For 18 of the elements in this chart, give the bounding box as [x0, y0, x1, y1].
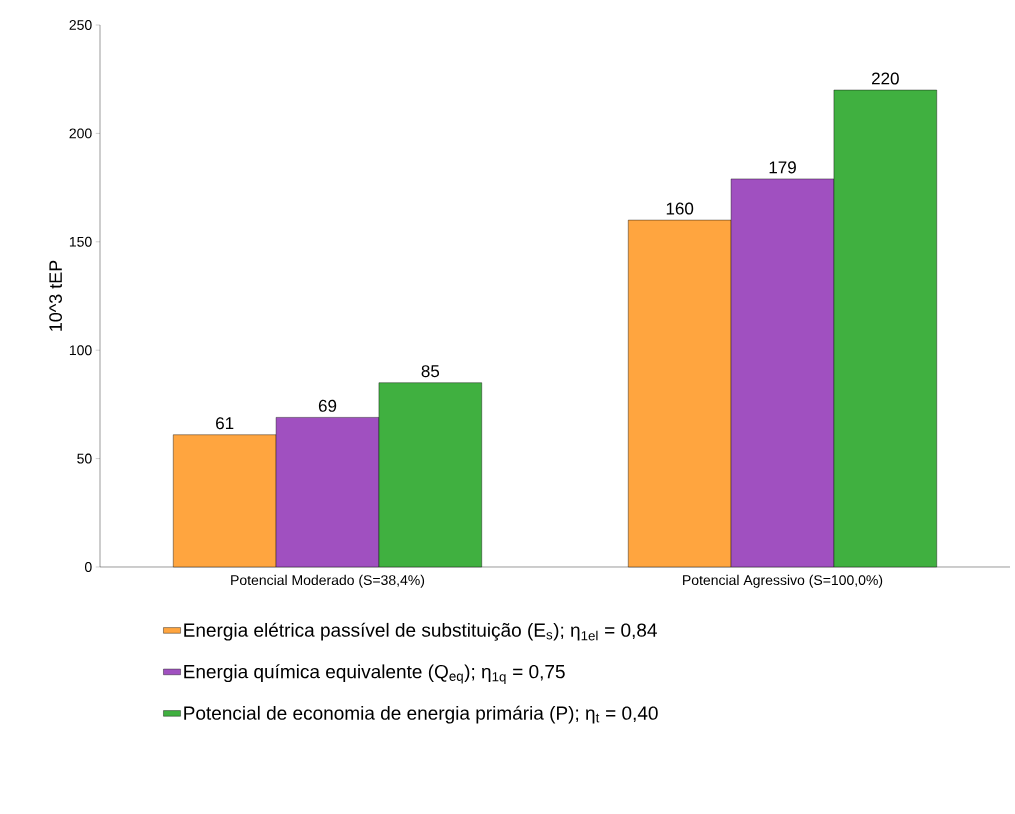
x-tick-label: Potencial Moderado (S=38,4%) — [231, 574, 425, 588]
y-tick-label: 0 — [84, 562, 92, 572]
y-tick-label: 200 — [69, 128, 92, 139]
y-tick-label: 50 — [77, 453, 92, 464]
data-label: 61 — [216, 417, 234, 430]
y-tick-label: 100 — [69, 345, 92, 356]
y-tick-label: 250 — [69, 20, 92, 30]
data-label: 160 — [666, 202, 694, 215]
legend-label: Potencial de economia de energia primária (P); η$_{t}$ = 0,40 — [184, 705, 658, 724]
legend-label: Energia elétrica passível de substituição (E$_{s}$); η$_{1el}$ = 0,84 — [184, 622, 657, 641]
data-label: 220 — [872, 72, 899, 85]
data-label: 179 — [769, 161, 796, 174]
y-axis-title: 10^3 tEP — [49, 260, 62, 331]
y-tick-label: 150 — [69, 236, 92, 247]
x-tick-label: Potencial Agressivo (S=100,0%) — [683, 574, 883, 588]
data-label: 69 — [318, 399, 337, 412]
data-label: 85 — [421, 365, 440, 378]
legend-label: Energia química equivalente (Q$_{eq}$); η$_{1q}$ = 0,75 — [184, 664, 565, 685]
